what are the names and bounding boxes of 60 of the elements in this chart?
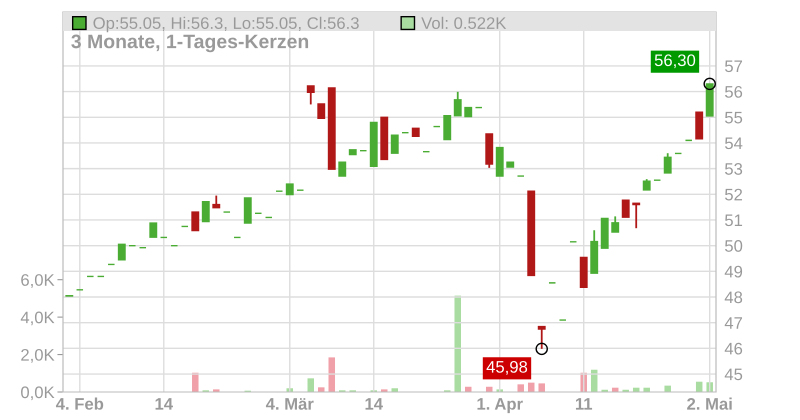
candlestick [443, 115, 452, 140]
bar [454, 296, 461, 392]
annotation: 56,30 [654, 54, 696, 68]
y-tick-label: 49 [724, 266, 742, 278]
y-tick-label: 50 [725, 240, 742, 252]
text: 3 Monate, 1-Tages-Kerzen [71, 34, 308, 52]
bar [632, 388, 640, 392]
candlestick [149, 222, 158, 238]
candlestick [317, 103, 326, 119]
legend-label: Op:55.05, Hi:56.3, Lo:55.05, Cl:56.3 [93, 16, 359, 32]
bar [612, 388, 618, 392]
x-tick-label: 2. Mai [687, 398, 732, 410]
x-tick-label: 4. Mär [266, 398, 314, 410]
candlestick [454, 90, 462, 117]
y2-tick-label: 0,0K [21, 386, 54, 400]
candlestick [191, 211, 200, 232]
candlestick [390, 134, 399, 154]
bar [328, 357, 336, 392]
y-tick-label: 57 [725, 60, 742, 72]
bar [538, 383, 545, 392]
y-tick-label: 55 [725, 112, 742, 124]
y-tick-label: 48 [724, 291, 742, 304]
candlestick [538, 326, 546, 350]
x-tick-label: 1. Apr [477, 398, 523, 414]
bar [528, 382, 534, 392]
annotation: 45,98 [486, 360, 528, 375]
candlestick [611, 215, 620, 233]
bar [643, 388, 650, 392]
bar [664, 386, 671, 392]
y2-tick-label: 4,0K [20, 312, 54, 326]
candlestick [664, 152, 672, 174]
candlestick [306, 85, 315, 106]
candlestick [642, 178, 651, 191]
candlestick [622, 200, 630, 218]
y-tick-label: 54 [725, 138, 742, 150]
y-tick-label: 56 [725, 86, 742, 98]
bar [517, 384, 524, 392]
y-tick-label: 51 [725, 214, 742, 226]
y-tick-label: 53 [725, 163, 742, 175]
x-tick-label: 4. Feb [56, 398, 104, 410]
candlestick [118, 244, 126, 260]
bar [590, 370, 598, 392]
y-tick-label: 45 [724, 368, 742, 380]
legend-label: Vol: 0.522K [421, 16, 506, 29]
y-tick-label: 52 [725, 188, 742, 200]
candlestick [286, 183, 294, 196]
y2-tick-label: 6,0K [21, 274, 54, 288]
bar [308, 378, 314, 392]
bar [696, 382, 702, 392]
candlestick [632, 202, 640, 230]
candlestick [202, 201, 210, 222]
candlestick [212, 194, 220, 209]
y-tick-label: 47 [724, 317, 742, 329]
bar [192, 372, 199, 392]
x-tick-label: 14 [366, 398, 383, 410]
x-tick-label: 11 [576, 398, 592, 410]
candlestick [338, 162, 346, 177]
y2-tick-label: 2,0K [21, 348, 54, 363]
x-tick-label: 14 [156, 398, 173, 410]
y-tick-label: 46 [724, 342, 742, 355]
